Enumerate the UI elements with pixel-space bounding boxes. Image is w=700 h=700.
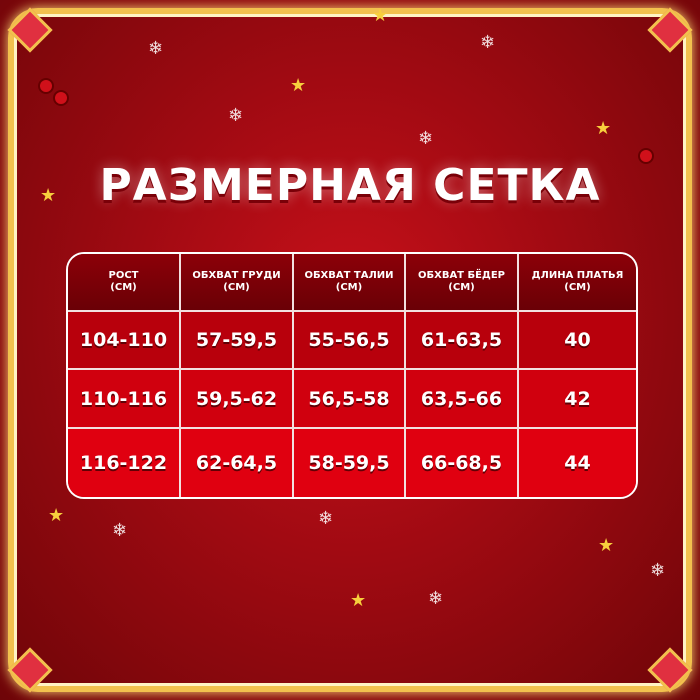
column-header: ОБХВАТ ТАЛИИ (СМ): [294, 254, 406, 312]
header-label: ОБХВАТ ТАЛИИ: [304, 270, 394, 281]
snowflake-icon: ❄: [318, 508, 334, 529]
holly-berry-icon: [640, 150, 652, 162]
header-unit: (СМ): [223, 282, 250, 293]
column-header: ОБХВАТ ГРУДИ (СМ): [181, 254, 294, 312]
table-cell: 58-59,5: [294, 429, 406, 497]
star-icon: ★: [595, 118, 612, 139]
snowflake-icon: ❄: [228, 105, 244, 126]
table-cell: 42: [519, 370, 636, 429]
size-table: РОСТ (СМ) ОБХВАТ ГРУДИ (СМ) ОБХВАТ ТАЛИИ (С…: [66, 252, 638, 499]
column-header: РОСТ (СМ): [68, 254, 181, 312]
holly-berry-icon: [40, 80, 52, 92]
star-icon: ★: [372, 5, 389, 26]
table-cell: 110-116: [68, 370, 181, 429]
holly-berry-icon: [55, 92, 67, 104]
table-cell: 57-59,5: [181, 312, 294, 370]
column-header: ОБХВАТ БЁДЕР (СМ): [406, 254, 519, 312]
snowflake-icon: ❄: [112, 520, 128, 541]
table-cell: 63,5-66: [406, 370, 519, 429]
page-title: РАЗМЕРНАЯ СЕТКА: [99, 160, 601, 211]
table-cell: 66-68,5: [406, 429, 519, 497]
header-label: ДЛИНА ПЛАТЬЯ: [531, 270, 624, 281]
header-label: РОСТ: [108, 270, 139, 281]
table-cell: 61-63,5: [406, 312, 519, 370]
header-unit: (СМ): [564, 282, 591, 293]
table-cell: 44: [519, 429, 636, 497]
star-icon: ★: [290, 75, 307, 96]
column-header: ДЛИНА ПЛАТЬЯ (СМ): [519, 254, 636, 312]
table-cell: 62-64,5: [181, 429, 294, 497]
table-cell: 56,5-58: [294, 370, 406, 429]
table-cell: 104-110: [68, 312, 181, 370]
snowflake-icon: ❄: [428, 588, 444, 609]
table-cell: 55-56,5: [294, 312, 406, 370]
star-icon: ★: [48, 505, 65, 526]
star-icon: ★: [350, 590, 367, 611]
snowflake-icon: ❄: [650, 560, 666, 581]
snowflake-icon: ❄: [418, 128, 434, 149]
table-cell: 59,5-62: [181, 370, 294, 429]
header-label: ОБХВАТ БЁДЕР: [417, 270, 506, 281]
snowflake-icon: ❄: [480, 32, 496, 53]
header-label: ОБХВАТ ГРУДИ: [192, 270, 281, 281]
snowflake-icon: ❄: [148, 38, 164, 59]
header-unit: (СМ): [448, 282, 475, 293]
header-unit: (СМ): [110, 282, 137, 293]
gold-frame: [8, 8, 692, 692]
header-unit: (СМ): [335, 282, 363, 293]
star-icon: ★: [40, 185, 57, 206]
table-cell: 116-122: [68, 429, 181, 497]
star-icon: ★: [598, 535, 615, 556]
table-cell: 40: [519, 312, 636, 370]
